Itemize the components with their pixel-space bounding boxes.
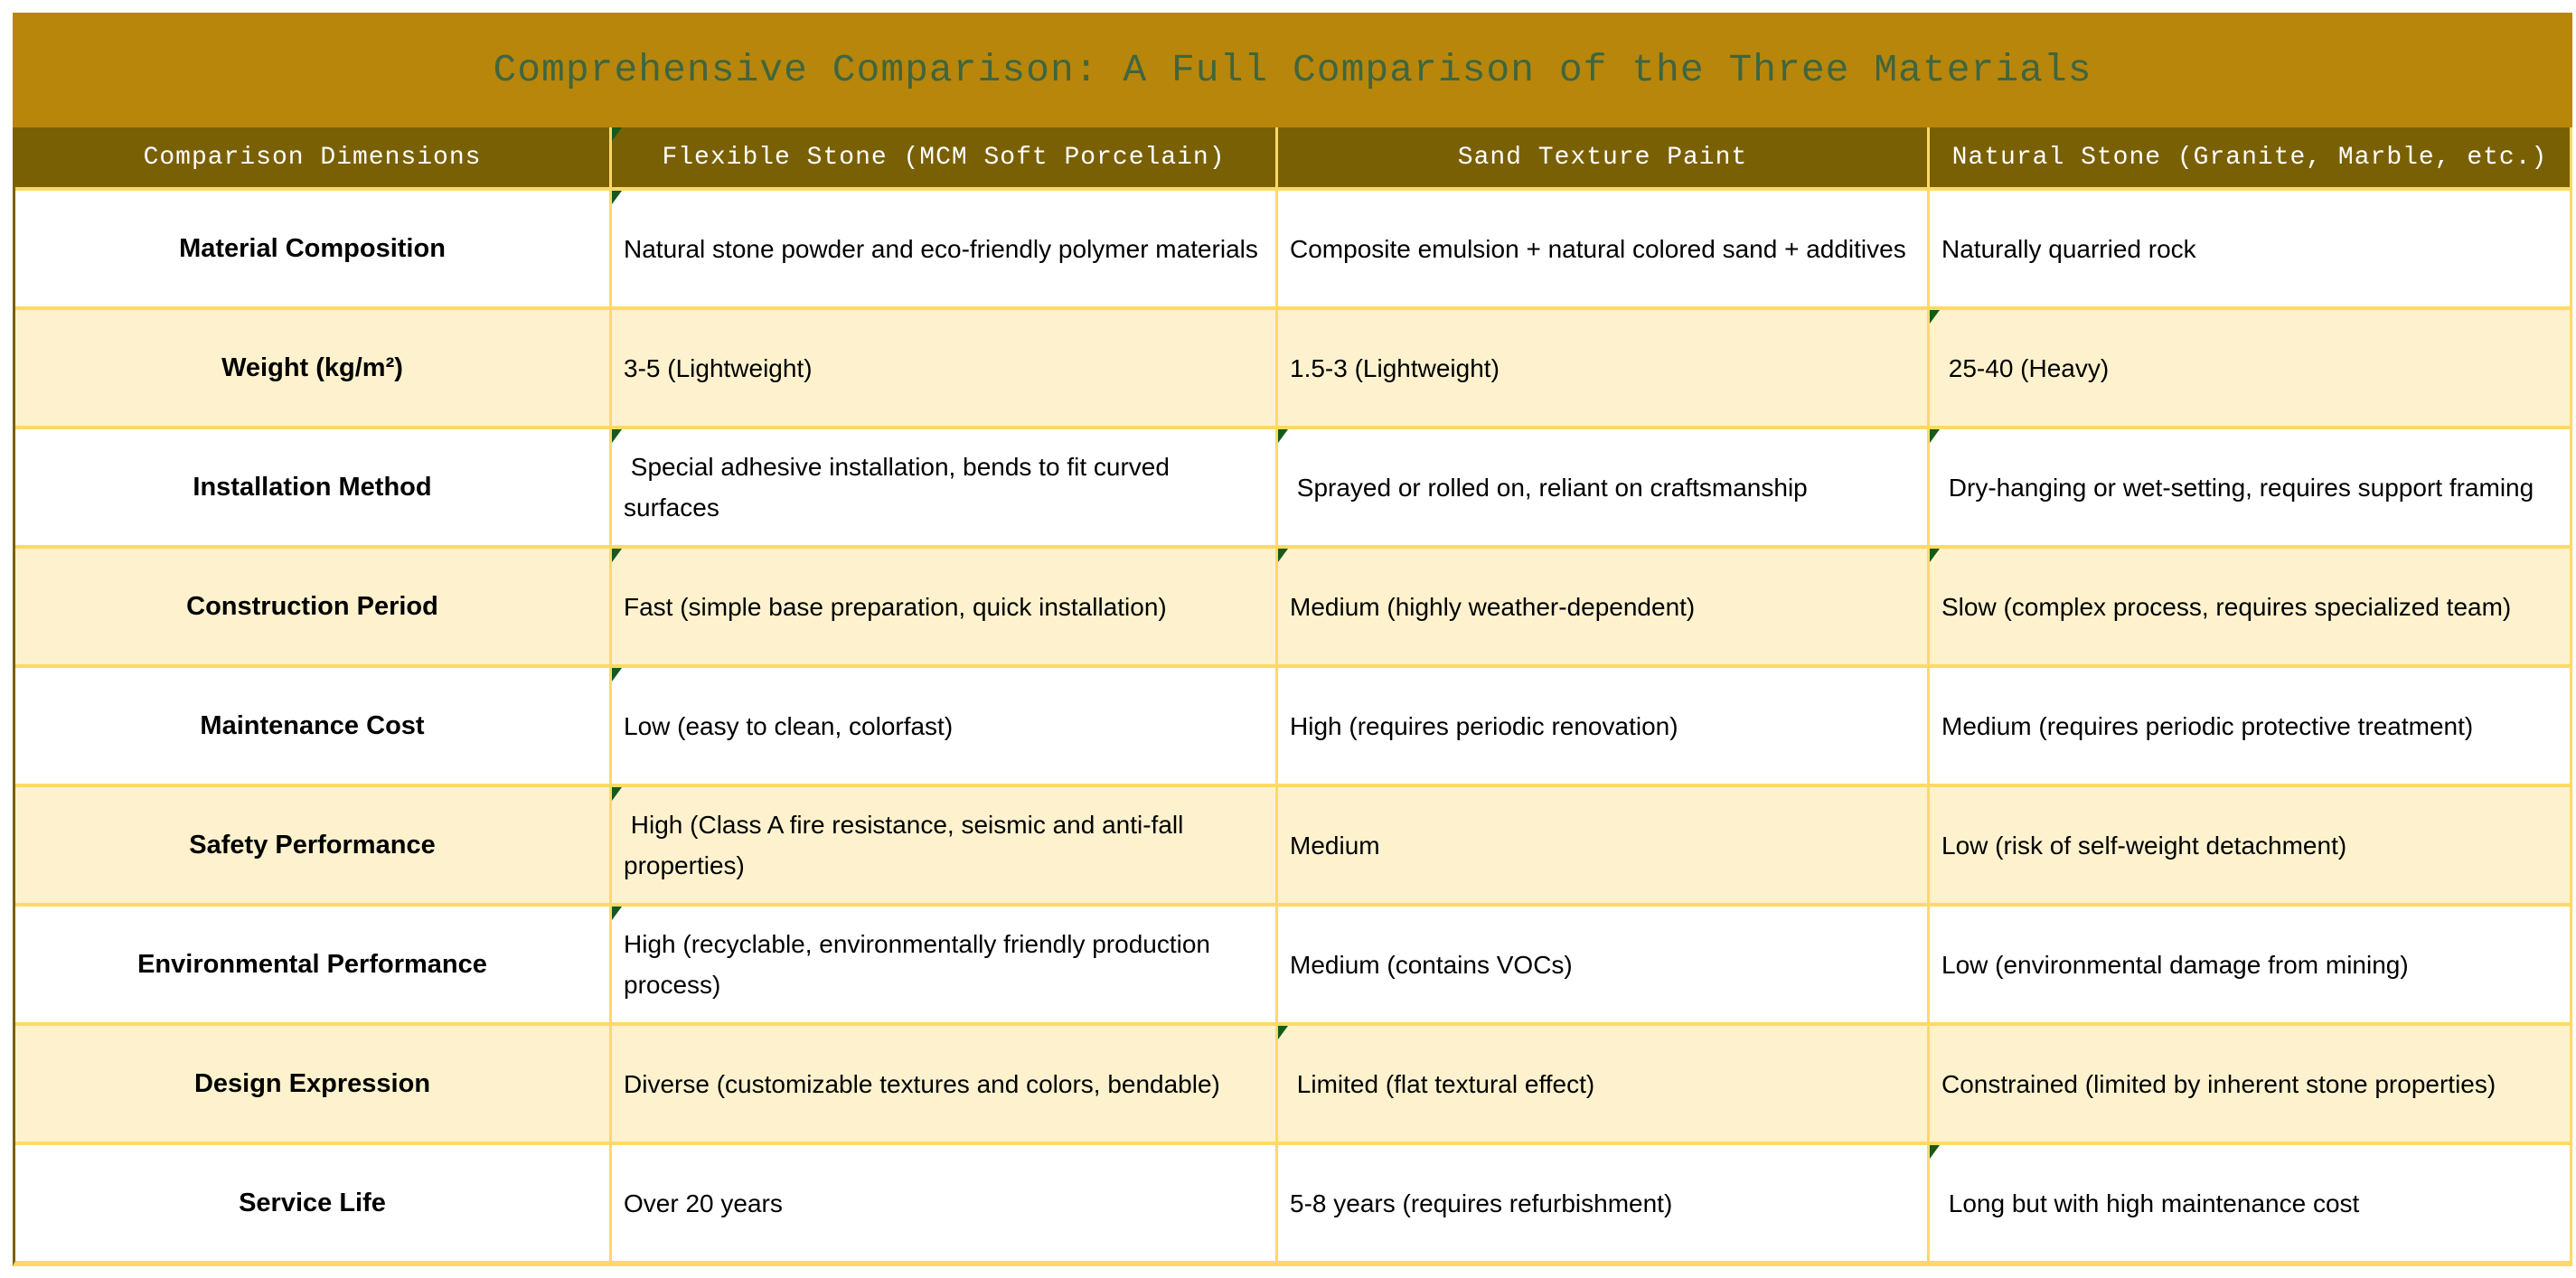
table-cell[interactable]: 3-5 (Lightweight) <box>612 310 1275 426</box>
table-cell[interactable]: Composite emulsion + natural colored san… <box>1278 191 1927 306</box>
table-cell[interactable]: Slow (complex process, requires speciali… <box>1930 549 2570 664</box>
column-header-comparison-dimensions[interactable]: Comparison Dimensions <box>15 127 609 187</box>
table-cell[interactable]: Fast (simple base preparation, quick ins… <box>612 549 1275 664</box>
column-header-flexible-stone[interactable]: Flexible Stone (MCM Soft Porcelain) <box>612 127 1275 187</box>
table-cell[interactable]: Constrained (limited by inherent stone p… <box>1930 1026 2570 1142</box>
row-header-service-life[interactable]: Service Life <box>15 1145 609 1261</box>
comment-marker-icon <box>612 668 622 681</box>
table-cell[interactable]: Naturally quarried rock <box>1930 191 2570 306</box>
table-cell[interactable]: 5-8 years (requires refurbishment) <box>1278 1145 1927 1261</box>
table-cell[interactable]: High (requires periodic renovation) <box>1278 668 1927 784</box>
column-header-label: Natural Stone (Granite, Marble, etc.) <box>1951 143 2548 172</box>
comment-marker-icon <box>1930 429 1940 443</box>
table-grid: Comparison Dimensions Flexible Stone (MC… <box>13 127 2572 1266</box>
comment-marker-icon <box>1278 549 1288 562</box>
comment-marker-icon <box>1930 310 1940 324</box>
table-cell[interactable]: Medium (contains VOCs) <box>1278 907 1927 1022</box>
column-header-label: Sand Texture Paint <box>1457 143 1748 172</box>
table-cell[interactable]: 25-40 (Heavy) <box>1930 310 2570 426</box>
column-header-natural-stone[interactable]: Natural Stone (Granite, Marble, etc.) <box>1930 127 2570 187</box>
row-header-weight[interactable]: Weight (kg/m²) <box>15 310 609 426</box>
table-cell[interactable]: Sprayed or rolled on, reliant on craftsm… <box>1278 429 1927 545</box>
comment-marker-icon <box>612 191 622 204</box>
comment-marker-icon <box>612 787 622 801</box>
table-cell[interactable]: Low (environmental damage from mining) <box>1930 907 2570 1022</box>
table-title-bar: Comprehensive Comparison: A Full Compari… <box>13 13 2572 127</box>
column-header-sand-texture-paint[interactable]: Sand Texture Paint <box>1278 127 1927 187</box>
table-cell[interactable]: Low (easy to clean, colorfast) <box>612 668 1275 784</box>
comment-marker-icon <box>612 549 622 562</box>
table-cell[interactable]: Diverse (customizable textures and color… <box>612 1026 1275 1142</box>
comment-marker-icon <box>612 127 622 141</box>
row-header-installation-method[interactable]: Installation Method <box>15 429 609 545</box>
comment-marker-icon <box>1278 429 1288 443</box>
table-cell[interactable]: Special adhesive installation, bends to … <box>612 429 1275 545</box>
table-cell[interactable]: High (recyclable, environmentally friend… <box>612 907 1275 1022</box>
table-cell[interactable]: Medium (highly weather-dependent) <box>1278 549 1927 664</box>
comparison-table: Comprehensive Comparison: A Full Compari… <box>13 13 2572 1266</box>
table-cell[interactable]: Low (risk of self-weight detachment) <box>1930 787 2570 903</box>
comment-marker-icon <box>1278 1026 1288 1039</box>
comment-marker-icon <box>1930 1145 1940 1159</box>
table-cell[interactable]: High (Class A fire resistance, seismic a… <box>612 787 1275 903</box>
table-cell[interactable]: Dry-hanging or wet-setting, requires sup… <box>1930 429 2570 545</box>
row-header-construction-period[interactable]: Construction Period <box>15 549 609 664</box>
table-cell[interactable]: Medium (requires periodic protective tre… <box>1930 668 2570 784</box>
comment-marker-icon <box>612 907 622 920</box>
row-header-safety-performance[interactable]: Safety Performance <box>15 787 609 903</box>
table-cell[interactable]: Medium <box>1278 787 1927 903</box>
table-cell[interactable]: Over 20 years <box>612 1145 1275 1261</box>
row-header-design-expression[interactable]: Design Expression <box>15 1026 609 1142</box>
table-title: Comprehensive Comparison: A Full Compari… <box>493 48 2092 92</box>
column-header-label: Flexible Stone (MCM Soft Porcelain) <box>662 143 1226 172</box>
table-cell[interactable]: Limited (flat textural effect) <box>1278 1026 1927 1142</box>
table-cell[interactable]: Long but with high maintenance cost <box>1930 1145 2570 1261</box>
comment-marker-icon <box>612 429 622 443</box>
comment-marker-icon <box>1930 549 1940 562</box>
table-cell[interactable]: 1.5-3 (Lightweight) <box>1278 310 1927 426</box>
row-header-maintenance-cost[interactable]: Maintenance Cost <box>15 668 609 784</box>
column-header-label: Comparison Dimensions <box>143 143 482 172</box>
row-header-material-composition[interactable]: Material Composition <box>15 191 609 306</box>
row-header-environmental-performance[interactable]: Environmental Performance <box>15 907 609 1022</box>
table-cell[interactable]: Natural stone powder and eco-friendly po… <box>612 191 1275 306</box>
